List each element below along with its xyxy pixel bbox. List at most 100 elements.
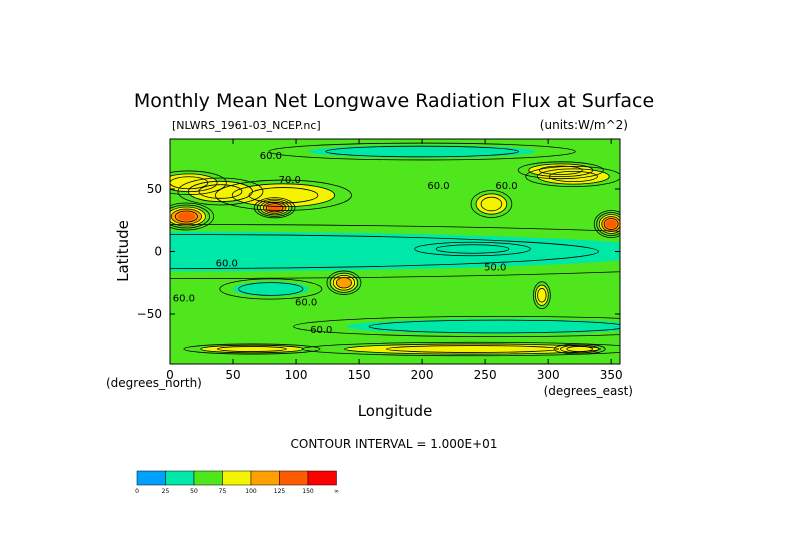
colorbar-tick-label: 125	[274, 488, 286, 495]
contour-line	[593, 210, 620, 238]
contour-value-label: 60.0	[427, 181, 449, 192]
x-axis-label: Longitude	[358, 402, 433, 420]
colorbar-swatch	[307, 470, 337, 486]
colorbar-tick-label: 100	[245, 488, 257, 495]
contour-line	[170, 208, 202, 225]
colorbar-swatch	[165, 470, 195, 486]
colorbar-tick-label: 75	[219, 488, 227, 495]
contour-line	[265, 203, 284, 213]
contour-line	[231, 183, 336, 208]
plot-area: 60.0 70.0 60.0 60.0 60.0 50.0 60.0 60.0 60.0	[169, 138, 621, 365]
contour-lines	[170, 142, 620, 357]
contour-line	[262, 201, 287, 214]
contour-line	[248, 187, 319, 204]
contour-value-label: 60.0	[295, 297, 317, 308]
contour-line	[170, 173, 218, 193]
field-region	[233, 281, 309, 297]
contour-line	[525, 165, 620, 188]
contour-line	[259, 200, 290, 216]
contour-line	[343, 343, 602, 355]
contour-line	[170, 206, 206, 227]
contour-line	[598, 214, 620, 234]
chart-title: Monthly Mean Net Longwave Radiation Flux…	[134, 90, 654, 112]
y-axis-ticks: 50 0 −50	[137, 182, 620, 321]
x-axis-ticks: 0 50 100 150 200 250 300 350	[166, 139, 623, 382]
field-region	[429, 244, 516, 254]
colorbar-swatch	[193, 470, 223, 486]
x-tick-label: 50	[225, 368, 240, 382]
contour-line	[566, 346, 593, 352]
x-unit-label: (degrees_east)	[544, 384, 633, 398]
contour-line	[435, 244, 510, 254]
x-tick-label: 350	[600, 368, 623, 382]
contour-line	[253, 197, 296, 219]
contour-line	[198, 184, 243, 199]
contour-line	[219, 278, 323, 300]
contour-line	[601, 216, 620, 232]
field-region	[308, 145, 536, 158]
contour-line	[238, 282, 304, 296]
x-tick-label: 300	[537, 368, 560, 382]
x-tick-label: 100	[285, 368, 308, 382]
contour-line	[560, 344, 600, 354]
y-unit-label: (degrees_north)	[106, 376, 202, 390]
field-region	[346, 319, 620, 334]
colorbar-tick-label: ∞	[334, 488, 339, 495]
colorbar-swatch	[136, 470, 166, 486]
contour-value-label: 60.0	[260, 151, 282, 162]
contour-line	[603, 218, 619, 230]
contour-line	[326, 270, 362, 295]
y-tick-label: 50	[147, 182, 162, 196]
colorbar-swatch	[222, 470, 252, 486]
field-region	[336, 277, 352, 289]
contour-interval-label: CONTOUR INTERVAL = 1.000E+01	[291, 437, 498, 451]
contour-line	[256, 198, 293, 217]
contour-line	[293, 315, 620, 338]
contour-line	[335, 277, 352, 289]
x-tick-label: 250	[474, 368, 497, 382]
y-tick-label: −50	[137, 307, 162, 321]
contour-line	[329, 272, 359, 293]
contour-line	[596, 212, 620, 236]
contour-line	[532, 281, 551, 310]
contour-value-label: 60.0	[310, 325, 332, 336]
contour-line	[177, 177, 264, 206]
x-tick-label: 0	[166, 368, 174, 382]
colorbar-tick-label: 50	[190, 488, 198, 495]
contour-line	[475, 193, 508, 215]
contour-value-label: 60.0	[495, 181, 517, 192]
contour-line	[170, 202, 215, 231]
colorbar-tick-label: 25	[162, 488, 170, 495]
units-label: (units:W/m^2)	[540, 118, 628, 132]
contour-value-label: 60.0	[216, 259, 238, 270]
contour-line	[368, 319, 620, 334]
colorbar-swatch	[279, 470, 309, 486]
contour-line	[414, 241, 531, 257]
contour-line	[187, 180, 253, 203]
contour-line	[200, 344, 304, 354]
x-tick-label: 150	[348, 368, 371, 382]
colorbar-tick-label: 0	[135, 488, 139, 495]
contour-labels: 60.0 70.0 60.0 60.0 60.0 50.0 60.0 60.0 60.0	[173, 151, 518, 336]
dataset-label: [NLWRS_1961-03_NCEP.nc]	[172, 119, 321, 132]
contour-line	[548, 170, 598, 183]
contour-line	[214, 179, 352, 211]
contour-line	[517, 161, 604, 180]
contour-line	[470, 190, 513, 218]
contour-line	[183, 343, 321, 355]
contour-value-label: 60.0	[173, 294, 195, 305]
contour-value-label: 70.0	[279, 175, 301, 186]
contour-line	[332, 274, 356, 291]
contour-line	[170, 234, 599, 269]
y-axis-label: Latitude	[114, 220, 132, 282]
contour-line	[480, 196, 503, 212]
contour-line	[170, 170, 227, 195]
y-tick-label: 0	[154, 245, 162, 259]
field-region	[605, 219, 617, 229]
field-region	[170, 231, 620, 272]
contour-line	[325, 145, 519, 158]
contour-line	[170, 176, 209, 190]
contour-line	[553, 343, 606, 355]
contour-line	[174, 210, 198, 223]
